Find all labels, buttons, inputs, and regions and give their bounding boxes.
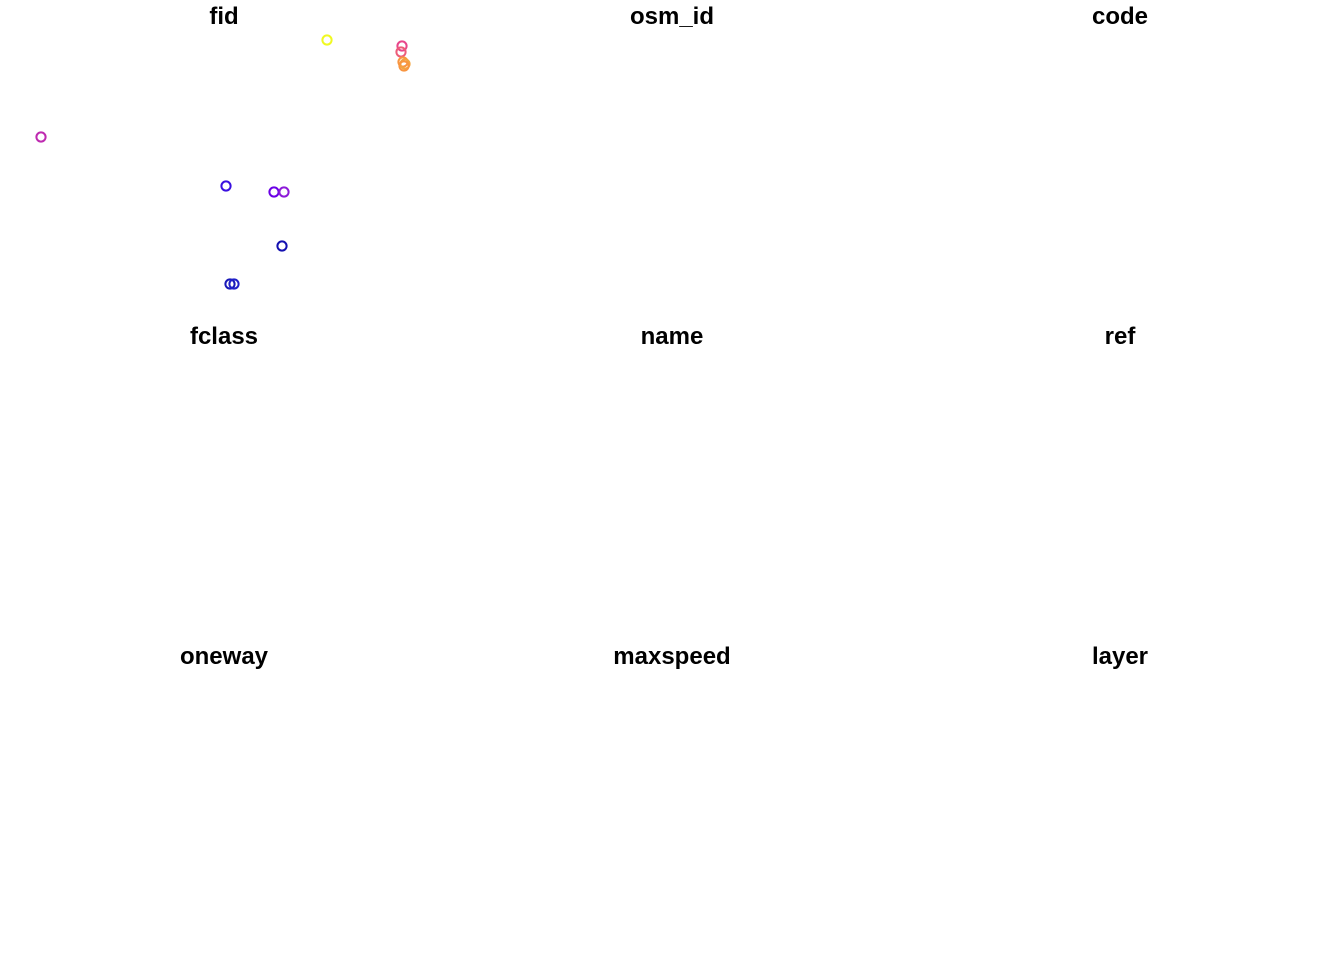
scatter-point-13 <box>228 278 240 290</box>
panel-title-code: code <box>1091 3 1148 30</box>
plot-area-code <box>896 0 1344 320</box>
scatter-point-11 <box>276 240 288 252</box>
panel-title-maxspeed: maxspeed <box>613 643 731 670</box>
scatter-point-2 <box>396 40 408 52</box>
panel-title-ref: ref <box>1104 323 1136 350</box>
scatter-point-1 <box>321 34 333 46</box>
plot-area-oneway <box>0 640 448 960</box>
panel-ref: ref <box>896 320 1344 640</box>
scatter-point-7 <box>35 131 47 143</box>
scatter-point-8 <box>220 180 232 192</box>
scatter-point-12 <box>224 278 236 290</box>
panel-code: code <box>896 0 1344 320</box>
scatter-point-10 <box>278 186 290 198</box>
plot-area-osm-id <box>448 0 896 320</box>
panel-maxspeed: maxspeed <box>448 640 896 960</box>
scatter-point-9 <box>268 186 280 198</box>
panel-fid: fid <box>0 0 448 320</box>
panel-name: name <box>448 320 896 640</box>
panel-title-layer: layer <box>1091 643 1149 670</box>
scatter-point-3 <box>395 46 407 58</box>
plot-area-fclass <box>0 320 448 640</box>
panel-layer: layer <box>896 640 1344 960</box>
panel-title-fid: fid <box>209 3 239 30</box>
panel-fclass: fclass <box>0 320 448 640</box>
panel-title-fclass: fclass <box>189 323 259 350</box>
panel-title-osm-id: osm_id <box>629 3 715 30</box>
scatter-point-6 <box>398 60 410 72</box>
panel-oneway: oneway <box>0 640 448 960</box>
plot-area-ref <box>896 320 1344 640</box>
plot-area-layer <box>896 640 1344 960</box>
plot-area-maxspeed <box>448 640 896 960</box>
panel-osm-id: osm_id <box>448 0 896 320</box>
plot-area-name <box>448 320 896 640</box>
panel-title-oneway: oneway <box>179 643 269 670</box>
panel-title-name: name <box>640 323 704 350</box>
plot-area-fid <box>35 34 411 290</box>
